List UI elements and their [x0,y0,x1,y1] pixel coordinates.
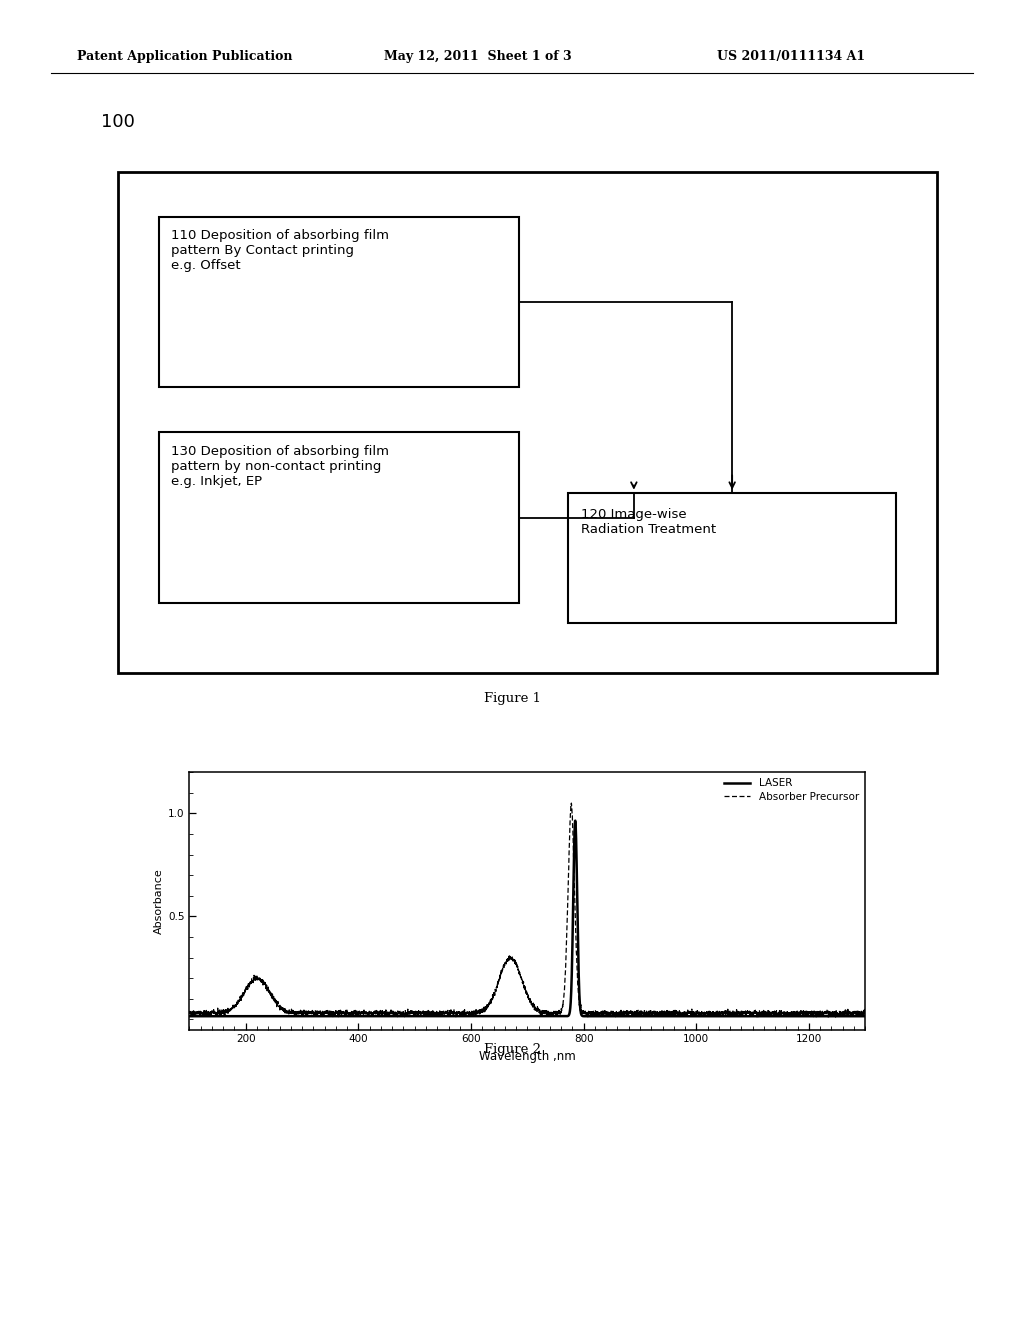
Text: 100: 100 [101,114,135,132]
Absorber Precursor [441,1003,454,1019]
Text: 110 Deposition of absorbing film
pattern By Contact printing
e.g. Offset: 110 Deposition of absorbing film pattern… [171,230,389,272]
LASER [859,1008,871,1024]
Bar [159,216,519,387]
Absorber Precursor [565,795,578,810]
Text: 130 Deposition of absorbing film
pattern by non-contact printing
e.g. Inkjet, EP: 130 Deposition of absorbing film pattern… [171,445,389,488]
Absorber Precursor [859,1006,871,1022]
Absorber Precursor [183,1005,196,1020]
LASER [183,1008,196,1024]
Absorber Precursor [306,1005,318,1020]
Text: 120 Image-wise
Radiation Treatment: 120 Image-wise Radiation Treatment [581,508,716,536]
Absorber Precursor [829,1008,842,1024]
LASER [306,1008,318,1024]
LASER [739,1008,752,1024]
Line: Absorber Precursor: Absorber Precursor [189,803,865,1016]
LASER [569,813,582,829]
Text: Patent Application Publication: Patent Application Publication [77,50,292,63]
Legend: LASER, Absorber Precursor: LASER, Absorber Precursor [720,775,863,805]
Line: LASER: LASER [189,821,865,1016]
Bar [159,433,519,603]
LASER [688,1008,700,1024]
Text: Figure 1: Figure 1 [483,692,541,705]
LASER [441,1008,454,1024]
Absorber Precursor [688,1006,700,1022]
Text: May 12, 2011  Sheet 1 of 3: May 12, 2011 Sheet 1 of 3 [384,50,571,63]
Bar [568,492,896,623]
Absorber Precursor [589,1006,601,1022]
X-axis label: Wavelength ,nm: Wavelength ,nm [479,1049,575,1063]
Absorber Precursor [623,1005,635,1020]
LASER [589,1008,601,1024]
Absorber Precursor [739,1006,752,1022]
Text: US 2011/0111134 A1: US 2011/0111134 A1 [717,50,865,63]
Y-axis label: Absorbance: Absorbance [154,869,164,933]
LASER [623,1008,635,1024]
Text: Figure 2: Figure 2 [483,1043,541,1056]
